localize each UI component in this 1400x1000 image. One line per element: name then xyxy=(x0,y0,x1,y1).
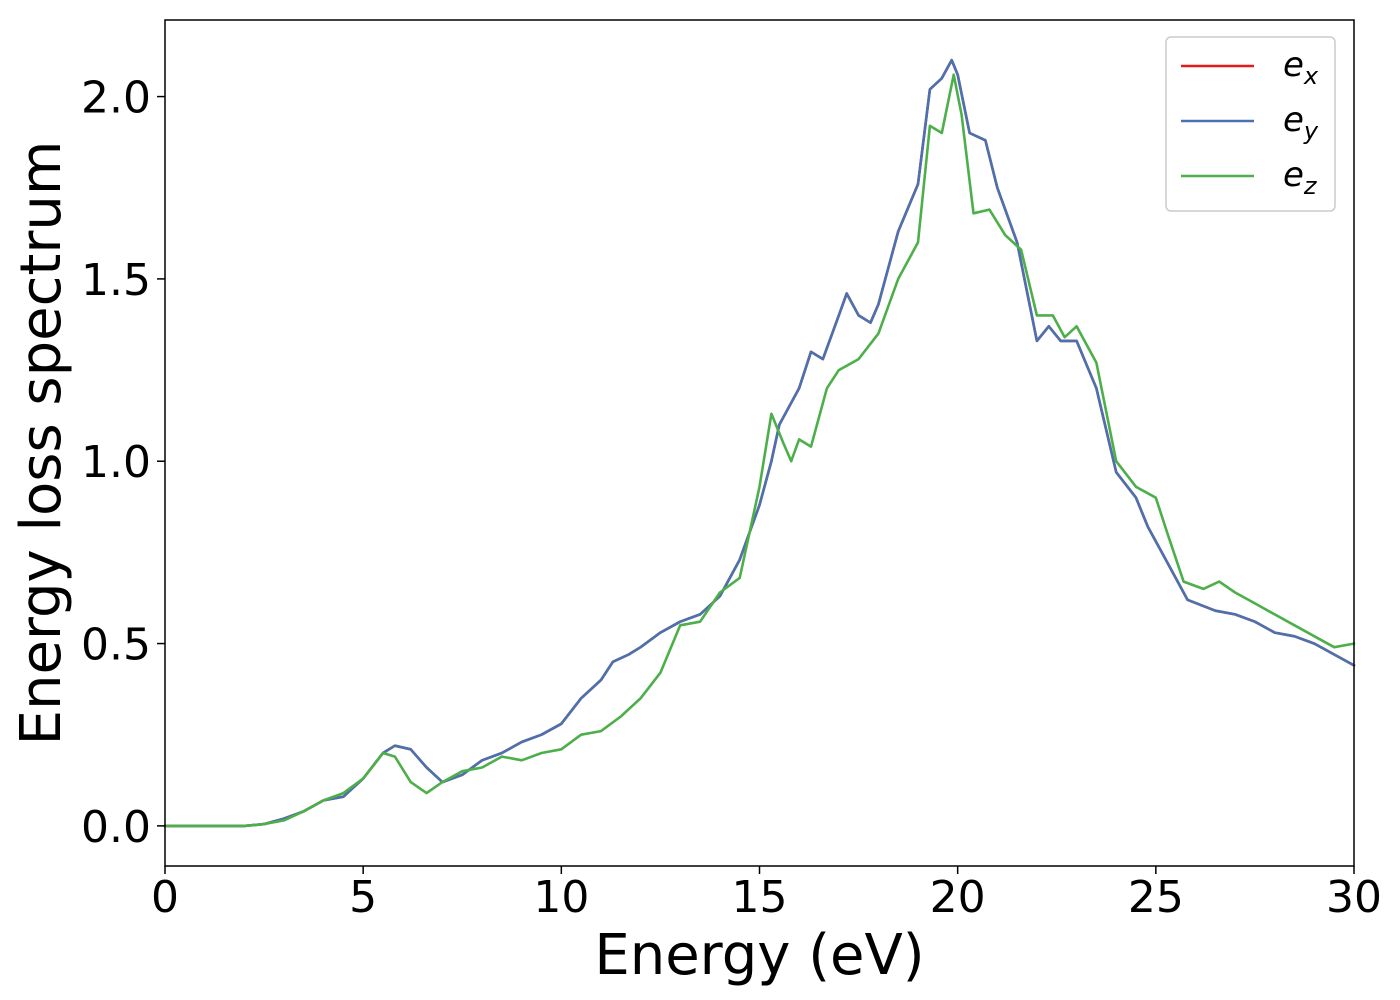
y-tick-label: 1.5 xyxy=(81,255,151,306)
x-axis-ticks: 0 5 10 15 20 25 30 xyxy=(151,866,1382,923)
x-tick-label: 15 xyxy=(732,872,788,923)
x-tick-label: 10 xyxy=(533,872,589,923)
legend-subscript: y xyxy=(1303,117,1319,145)
series-lines xyxy=(163,58,1356,828)
series-line-ey xyxy=(163,58,1356,828)
legend-label-ex: ex xyxy=(1283,45,1319,90)
y-axis-ticks: 0.0 0.5 1.0 1.5 2.0 xyxy=(81,73,165,853)
x-tick-label: 20 xyxy=(930,872,986,923)
legend-subscript: x xyxy=(1303,62,1319,90)
legend-subscript: z xyxy=(1303,172,1318,200)
x-tick-label: 5 xyxy=(349,872,377,923)
legend-box xyxy=(1165,36,1336,212)
y-axis-title: Energy loss spectrum xyxy=(9,141,74,746)
y-tick-label: 2.0 xyxy=(81,73,151,124)
y-tick-label: 0.0 xyxy=(81,802,151,853)
x-tick-label: 30 xyxy=(1326,872,1382,923)
series-line-ez xyxy=(163,73,1356,828)
legend-label-ey: ey xyxy=(1283,100,1319,145)
y-tick-label: 0.5 xyxy=(81,620,151,671)
x-tick-label: 25 xyxy=(1128,872,1184,923)
y-tick-label: 1.0 xyxy=(81,437,151,488)
x-tick-label: 0 xyxy=(151,872,179,923)
x-axis-title: Energy (eV) xyxy=(594,923,924,988)
